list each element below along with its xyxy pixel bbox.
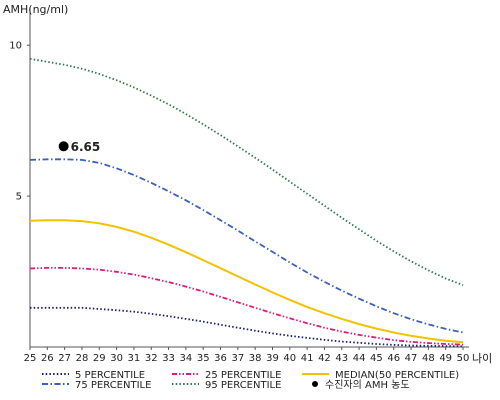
x-tick-label: 28 (76, 353, 89, 364)
legend-label-95-percentile: 95 PERCENTILE (205, 380, 281, 391)
y-tick-label: 10 (9, 41, 22, 52)
patient-point-label: 6.65 (71, 140, 101, 154)
patient-marker: 6.65 (58, 140, 101, 154)
x-tick-label: 41 (301, 353, 314, 364)
x-tick-label: 45 (370, 353, 383, 364)
legend-label-median-50-percentile: MEDIAN(50 PERCENTILE) (335, 370, 459, 381)
y-axis-label: AMH(ng/ml) (3, 3, 68, 16)
x-tick-label: 39 (266, 353, 279, 364)
legend-label-25-percentile: 25 PERCENTILE (205, 370, 281, 381)
patient-point (58, 141, 69, 152)
x-tick-label: 44 (353, 353, 366, 364)
x-tick-label: 34 (180, 353, 193, 364)
series-line-median-50-percentile (29, 219, 464, 344)
x-tick-label: 27 (58, 353, 71, 364)
legend-swatch-patient (312, 381, 318, 387)
x-tick-label: 26 (41, 353, 54, 364)
x-tick-label: 29 (93, 353, 106, 364)
y-tick-label: 5 (16, 192, 22, 203)
series-lines (29, 57, 464, 348)
x-tick-label: 25 (24, 353, 37, 364)
x-tick-label: 48 (422, 353, 435, 364)
x-tick-label: 50 (457, 353, 470, 364)
x-tick-label: 46 (387, 353, 400, 364)
x-tick-label: 31 (128, 353, 141, 364)
legend-label-5-percentile: 5 PERCENTILE (75, 370, 145, 381)
x-tick-label: 37 (231, 353, 244, 364)
x-tick-label: 35 (197, 353, 210, 364)
x-tick-label: 49 (439, 353, 452, 364)
x-tick-label: 38 (249, 353, 262, 364)
series-line-5-percentile (30, 306, 464, 348)
x-tick-label: 40 (283, 353, 296, 364)
series-line-75-percentile (29, 158, 464, 334)
x-tick-label: 32 (145, 353, 158, 364)
legend-label-75-percentile: 75 PERCENTILE (75, 380, 151, 391)
series-line-95-percentile (29, 57, 464, 286)
x-tick-label: 47 (405, 353, 418, 364)
x-tick-label: 36 (214, 353, 227, 364)
x-axis-label: 나이 (472, 352, 492, 365)
x-tick-label: 43 (335, 353, 348, 364)
x-tick-label: 33 (162, 353, 175, 364)
legend-label-patient: 수진자의 AMH 농도 (325, 379, 410, 391)
legend: 5 PERCENTILE 25 PERCENTILE MEDIAN(50 PERCE… (42, 370, 459, 391)
x-tick-label: 30 (110, 353, 123, 364)
series-line-25-percentile (29, 267, 464, 346)
axes: 5 10 25 26 27 28 29 30 31 32 33 34 35 36 37 38 39 40 41 42 4… (3, 3, 492, 365)
x-tick-label: 42 (318, 353, 331, 364)
